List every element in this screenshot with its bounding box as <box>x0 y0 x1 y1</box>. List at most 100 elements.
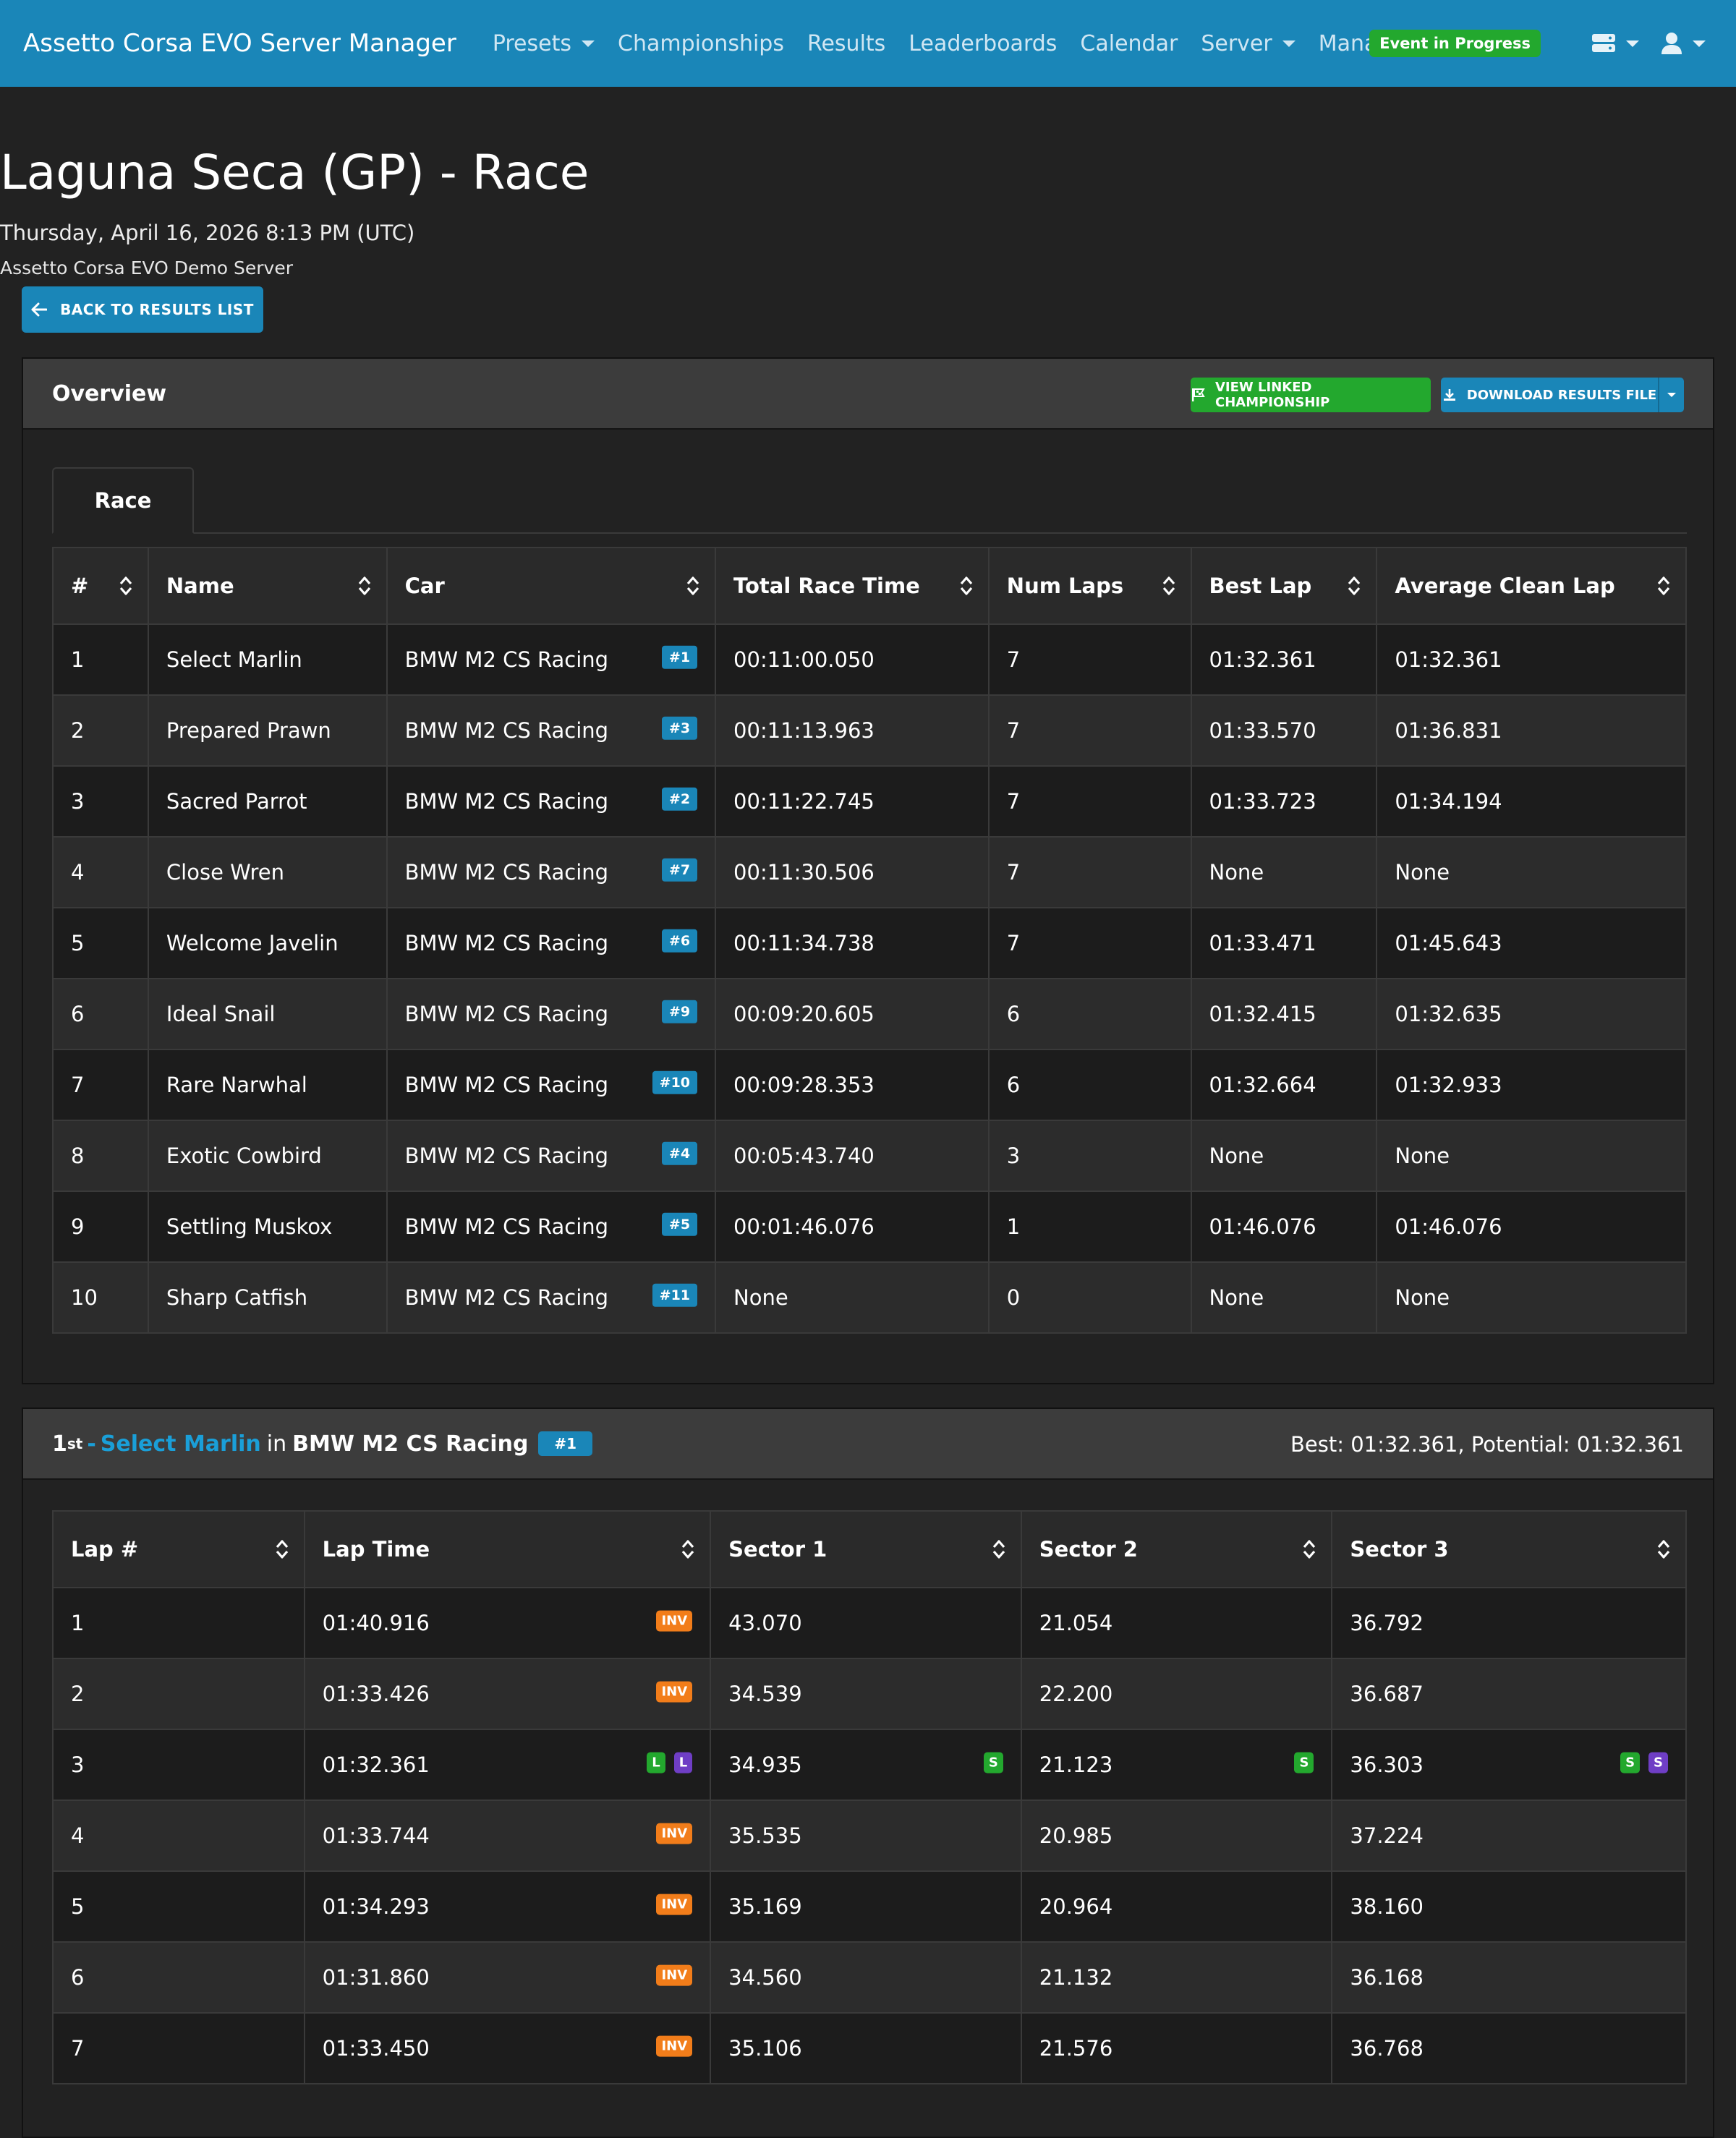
driver-name-cell[interactable]: Rare Narwhal <box>147 1049 388 1121</box>
sector-time: 21.576 <box>1039 2036 1113 2061</box>
sort-icon <box>686 576 699 595</box>
server-menu-toggle[interactable] <box>1591 33 1639 54</box>
best-lap-cell: None <box>1190 1261 1378 1334</box>
nav-item-championships[interactable]: Championships <box>618 31 784 56</box>
column-header-lap-time[interactable]: Lap Time <box>303 1510 712 1588</box>
car-name: BMW M2 CS Racing <box>404 931 609 955</box>
num-laps-cell: 7 <box>987 907 1192 979</box>
driver-name-cell[interactable]: Sharp Catfish <box>147 1261 388 1334</box>
num-laps-cell: 7 <box>987 836 1192 908</box>
lap-number-cell: 4 <box>52 1800 305 1872</box>
average-clean-lap-cell: None <box>1376 1261 1687 1334</box>
average-clean-lap-cell: 01:45.643 <box>1376 907 1687 979</box>
car-cell: BMW M2 CS Racing #9 <box>386 978 717 1050</box>
car-name: BMW M2 CS Racing <box>404 1073 609 1097</box>
lap-number-cell: 7 <box>52 2012 305 2084</box>
nav-item-label: Calendar <box>1080 30 1178 56</box>
best-lap-cell: 01:46.076 <box>1190 1191 1378 1263</box>
column-header-average-clean-lap[interactable]: Average Clean Lap <box>1376 547 1687 625</box>
invalid-lap-badge: INV <box>656 1610 693 1632</box>
sort-icon <box>1657 1540 1670 1559</box>
overview-card: Overview VIEW LINKED CHAMPIONSHIP DOWNLO… <box>22 357 1714 1384</box>
lap-number-cell: 2 <box>52 1658 305 1730</box>
column-header-pos[interactable]: # <box>52 547 149 625</box>
download-options-toggle[interactable] <box>1659 378 1684 412</box>
column-header-num-laps[interactable]: Num Laps <box>987 547 1192 625</box>
sector-1-cell: 35.169 <box>710 1870 1022 1943</box>
table-row[interactable]: 10 Sharp Catfish BMW M2 CS Racing #11 None 0 N… <box>52 1261 1687 1334</box>
table-row[interactable]: 8 Exotic Cowbird BMW M2 CS Racing #4 00:05:4… <box>52 1120 1687 1192</box>
nav-item-server[interactable]: Server <box>1201 31 1295 56</box>
column-header-name[interactable]: Name <box>147 547 388 625</box>
driver-name-cell[interactable]: Select Marlin <box>147 623 388 696</box>
sort-icon <box>960 576 973 595</box>
total-race-time-cell: None <box>715 1261 990 1334</box>
column-header-sector-1[interactable]: Sector 1 <box>710 1510 1022 1588</box>
tab-race[interactable]: Race <box>52 467 194 534</box>
lap-time: 01:33.426 <box>322 1682 430 1706</box>
sector-time: 21.123 <box>1039 1752 1113 1777</box>
nav-item-presets[interactable]: Presets <box>493 31 595 56</box>
brand-link[interactable]: Assetto Corsa EVO Server Manager <box>23 29 456 58</box>
column-header-best-lap[interactable]: Best Lap <box>1190 547 1378 625</box>
sector-3-cell: 36.792 <box>1331 1587 1687 1659</box>
car-name: BMW M2 CS Racing <box>404 647 609 672</box>
column-header-label: Sector 1 <box>728 1537 827 1562</box>
sector-1-cell: 34.560 <box>710 1941 1022 2014</box>
sector-2-cell: 21.054 <box>1020 1587 1333 1659</box>
sector-2-cell: 20.964 <box>1020 1870 1333 1943</box>
table-row[interactable]: 5 Welcome Javelin BMW M2 CS Racing #6 00:11:… <box>52 907 1687 979</box>
driver-name-cell[interactable]: Welcome Javelin <box>147 907 388 979</box>
column-header-car[interactable]: Car <box>386 547 717 625</box>
table-row[interactable]: 4 Close Wren BMW M2 CS Racing #7 00:11:30.50… <box>52 836 1687 908</box>
column-header-sector-2[interactable]: Sector 2 <box>1020 1510 1333 1588</box>
table-row[interactable]: 3 Sacred Parrot BMW M2 CS Racing #2 00:11:22… <box>52 765 1687 838</box>
view-linked-championship-button[interactable]: VIEW LINKED CHAMPIONSHIP <box>1191 378 1431 412</box>
position-cell: 8 <box>52 1120 149 1192</box>
download-results-label: DOWNLOAD RESULTS FILE <box>1466 387 1657 403</box>
car-number-badge: #2 <box>661 787 698 811</box>
nav-item-leaderboards[interactable]: Leaderboards <box>909 31 1057 56</box>
total-race-time-cell: 00:11:00.050 <box>715 623 990 696</box>
driver-name-link[interactable]: Select Marlin <box>100 1431 261 1457</box>
lap-time-cell: 01:33.744 INV <box>303 1800 712 1872</box>
server-icon <box>1592 34 1615 52</box>
column-header-sector-3[interactable]: Sector 3 <box>1331 1510 1687 1588</box>
column-header-label: Lap # <box>71 1537 139 1562</box>
chevron-down-icon <box>1626 40 1639 47</box>
table-row[interactable]: 2 Prepared Prawn BMW M2 CS Racing #3 00:11:1… <box>52 694 1687 767</box>
table-row[interactable]: 9 Settling Muskox BMW M2 CS Racing #5 00:01:… <box>52 1191 1687 1263</box>
car-name: BMW M2 CS Racing <box>404 1214 609 1239</box>
nav-item-results[interactable]: Results <box>807 31 885 56</box>
num-laps-cell: 6 <box>987 978 1192 1050</box>
position-cell: 1 <box>52 623 149 696</box>
driver-name-cell[interactable]: Ideal Snail <box>147 978 388 1050</box>
driver-name-cell[interactable]: Close Wren <box>147 836 388 908</box>
column-header-lap[interactable]: Lap # <box>52 1510 305 1588</box>
download-results-button[interactable]: DOWNLOAD RESULTS FILE <box>1441 378 1659 412</box>
download-icon <box>1443 389 1455 401</box>
driver-name-cell[interactable]: Sacred Parrot <box>147 765 388 838</box>
sector-2-cell: 22.200 <box>1020 1658 1333 1730</box>
driver-name-cell[interactable]: Prepared Prawn <box>147 694 388 767</box>
sector-time: 36.303 <box>1350 1752 1424 1777</box>
car-cell: BMW M2 CS Racing #6 <box>386 907 717 979</box>
car-number-badge: #7 <box>661 858 698 882</box>
back-to-results-button[interactable]: BACK TO RESULTS LIST <box>22 286 263 333</box>
table-row[interactable]: 1 Select Marlin BMW M2 CS Racing #1 00:11:00… <box>52 623 1687 696</box>
table-row[interactable]: 7 Rare Narwhal BMW M2 CS Racing #10 00:09:28… <box>52 1049 1687 1121</box>
user-menu-toggle[interactable] <box>1661 32 1706 55</box>
column-header-total-race-time[interactable]: Total Race Time <box>715 547 990 625</box>
sector-1-cell: 35.106 <box>710 2012 1022 2084</box>
race-date: Thursday, April 16, 2026 8:13 PM (UTC) <box>0 221 415 245</box>
sector-3-cell: 36.303 S S <box>1331 1729 1687 1801</box>
table-row[interactable]: 6 Ideal Snail BMW M2 CS Racing #9 00:09:20.6… <box>52 978 1687 1050</box>
lap-time-cell: 01:40.916 INV <box>303 1587 712 1659</box>
event-status-badge[interactable]: Event in Progress <box>1369 30 1541 57</box>
driver-name-cell[interactable]: Settling Muskox <box>147 1191 388 1263</box>
car-name: BMW M2 CS Racing <box>404 789 609 814</box>
driver-name-cell[interactable]: Exotic Cowbird <box>147 1120 388 1192</box>
nav-item-calendar[interactable]: Calendar <box>1080 31 1178 56</box>
